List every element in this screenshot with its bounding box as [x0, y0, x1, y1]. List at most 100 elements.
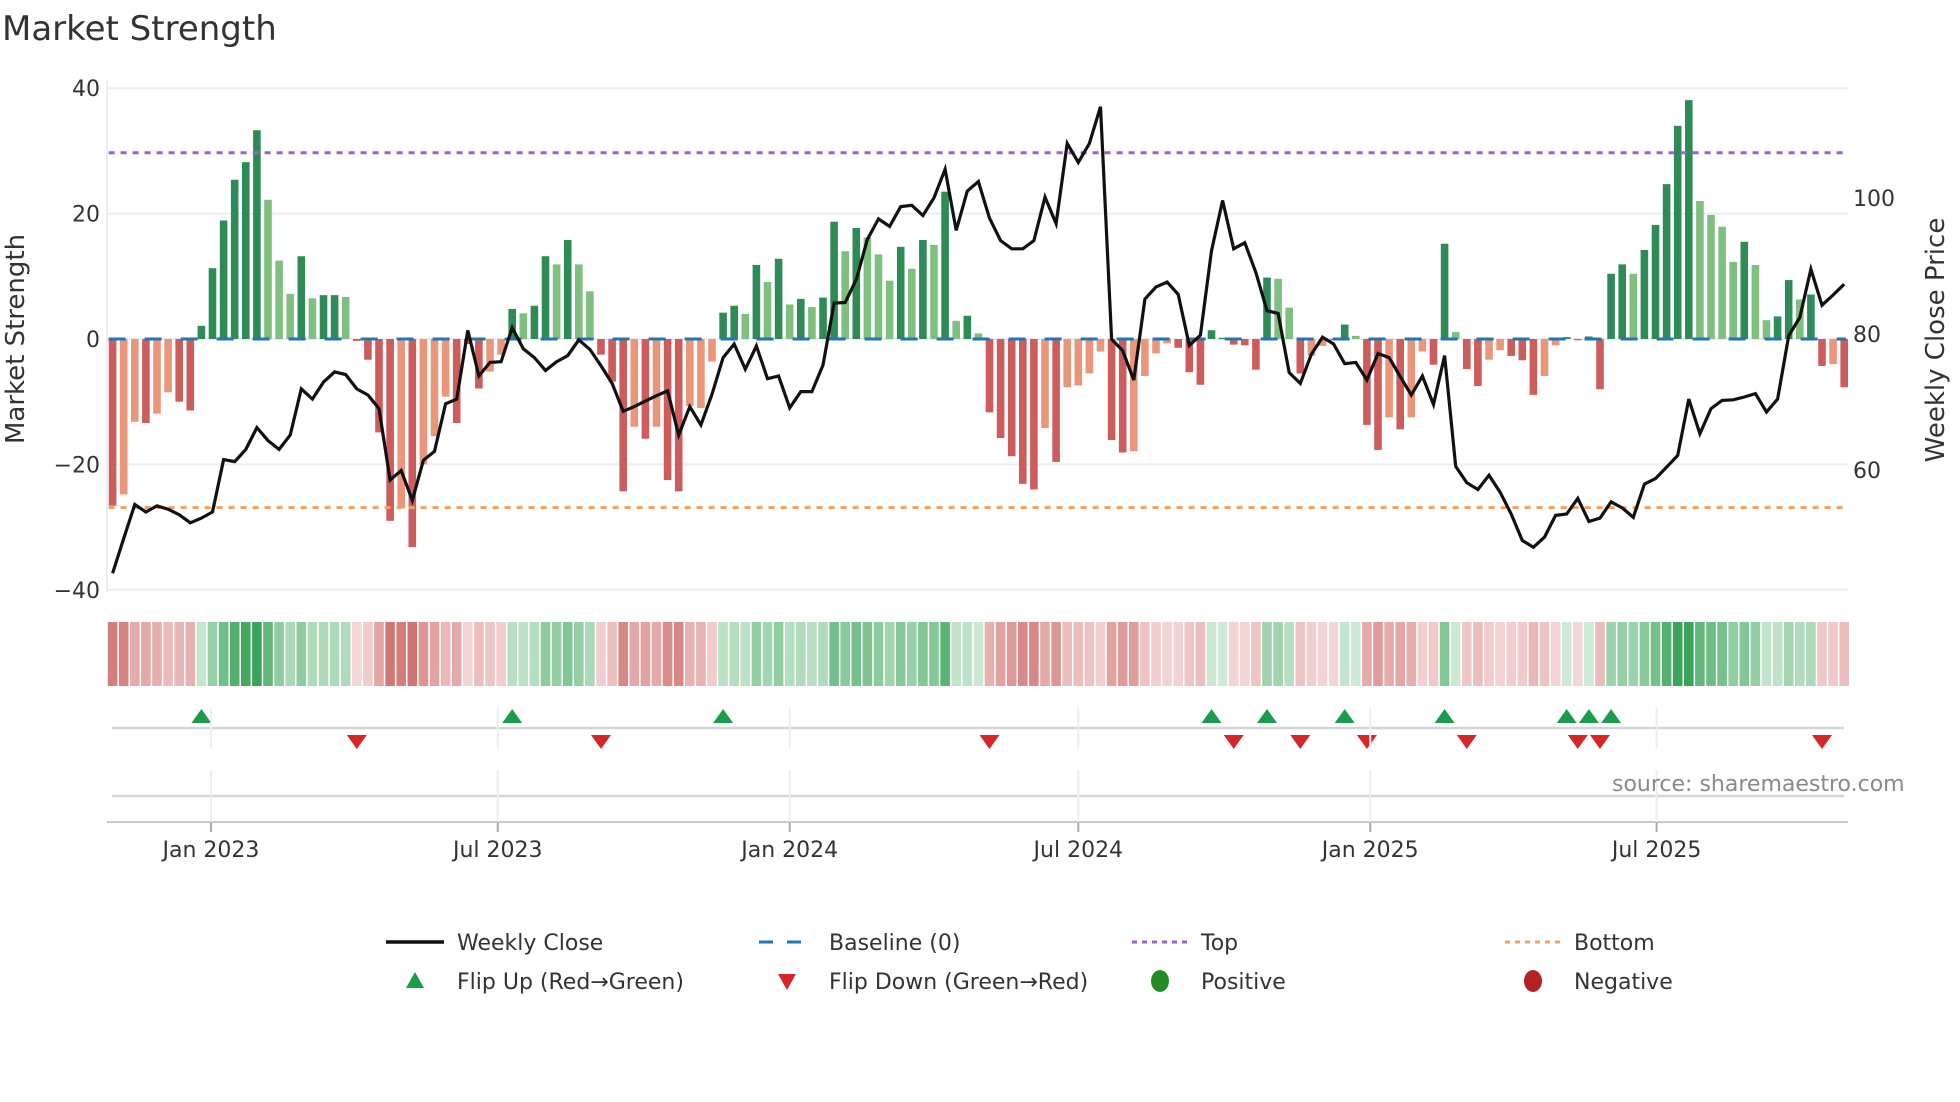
- strip-cell: [1795, 622, 1805, 686]
- strip-cell: [296, 622, 307, 686]
- flip-down-marker: [1223, 735, 1244, 749]
- positive-bar: [264, 199, 272, 339]
- strip-cell: [1595, 622, 1605, 686]
- positive-bar: [1751, 265, 1760, 339]
- strip-cell: [1817, 622, 1827, 686]
- strip-cell: [474, 622, 484, 686]
- positive-bar: [1640, 249, 1649, 339]
- strip-cell: [629, 622, 640, 686]
- strip-cell: [596, 622, 606, 686]
- strip-cell: [1717, 622, 1727, 686]
- y-axis-left: 40 20 0 −20 −40: [54, 77, 100, 604]
- negative-bar: [1063, 339, 1071, 388]
- negative-bar: [1074, 339, 1083, 386]
- strip-cell: [1761, 622, 1772, 686]
- strip-cell: [407, 622, 418, 686]
- negative-bar: [996, 339, 1005, 439]
- strip-cell: [873, 622, 884, 686]
- negative-bar: [1474, 339, 1482, 387]
- strip-cell: [1073, 622, 1084, 686]
- strip-cell: [829, 622, 839, 686]
- positive-bar: [797, 298, 805, 339]
- strip-cell: [895, 622, 906, 686]
- x-axis: Jan 2023 Jul 2023 Jan 2024 Jul 2024 Jan 2025…: [107, 708, 1848, 863]
- strip-cell: [1484, 622, 1494, 686]
- strip-cell: [451, 622, 462, 686]
- positive-bar: [1607, 273, 1615, 339]
- strip-cell: [1439, 622, 1450, 686]
- flip-up-marker: [713, 709, 734, 723]
- flip-down-marker: [1590, 735, 1610, 749]
- strip-cell: [385, 622, 395, 686]
- positive-bar: [230, 179, 239, 339]
- negative-bar: [364, 339, 372, 360]
- negative-bar: [164, 339, 172, 393]
- flip-up-marker: [1556, 709, 1577, 723]
- x-tick-label: Jan 2025: [1320, 838, 1419, 863]
- strip-cell: [1384, 622, 1394, 686]
- positive-bar: [763, 281, 772, 339]
- strip-cell: [1140, 622, 1150, 686]
- strip-cell: [1228, 622, 1239, 686]
- negative-bar: [153, 339, 161, 414]
- legend-label: Weekly Close: [457, 931, 603, 956]
- legend-label: Flip Up (Red→Green): [457, 970, 684, 995]
- negative-bar: [652, 339, 661, 427]
- positive-bar: [852, 228, 861, 339]
- strip-cell: [1129, 622, 1139, 686]
- negative-bar: [1818, 339, 1826, 366]
- strip-cell: [1395, 622, 1405, 686]
- negative-bar: [386, 339, 394, 521]
- legend-label: Flip Down (Green→Red): [829, 970, 1088, 995]
- strip-cell: [618, 622, 628, 686]
- strip-cell: [973, 622, 984, 686]
- positive-bar: [1651, 224, 1660, 339]
- strip-cell: [218, 622, 229, 686]
- positive-bar: [508, 308, 516, 339]
- negative-bar: [641, 339, 650, 439]
- positive-bar: [808, 307, 816, 339]
- negative-bar: [1085, 339, 1094, 374]
- positive-bar: [1340, 324, 1349, 339]
- strip-cell: [418, 622, 429, 686]
- strip-cell: [1473, 622, 1483, 686]
- positive-bar: [1762, 320, 1771, 339]
- strip-cell: [962, 622, 973, 686]
- strip-cell: [918, 622, 928, 686]
- positive-bar: [586, 291, 594, 339]
- strip-cell: [1706, 622, 1716, 686]
- y-axis-label: Market Strength: [1, 234, 31, 444]
- y-axis-right: 100 80 60: [1853, 187, 1895, 484]
- negative-bar: [1318, 339, 1327, 346]
- strip-cell: [274, 622, 284, 686]
- positive-bar: [1707, 214, 1715, 339]
- strip-cell: [707, 622, 717, 686]
- positive-bar: [1662, 184, 1671, 339]
- strip-cell: [718, 622, 728, 686]
- strip-cell: [562, 622, 573, 686]
- legend-triangle-up-icon: [406, 972, 424, 988]
- strip-cell: [1117, 622, 1128, 686]
- strip-cell: [1095, 622, 1106, 686]
- positive-bar: [197, 325, 206, 339]
- positive-bar: [1696, 201, 1704, 339]
- strip-cell: [1550, 622, 1561, 686]
- negative-bar: [397, 339, 405, 509]
- strip-cell: [1462, 622, 1472, 686]
- weekly-close-line-group: [111, 106, 1846, 574]
- strip-cell: [1617, 622, 1627, 686]
- y2-tick-label: 60: [1853, 459, 1881, 484]
- negative-bar: [1396, 339, 1404, 430]
- strip-cell: [818, 622, 828, 686]
- positive-bar: [952, 320, 960, 339]
- strip-cell: [940, 622, 950, 686]
- positive-bar: [1274, 278, 1282, 339]
- strip-cell: [1351, 622, 1361, 686]
- strip-cell: [740, 622, 751, 686]
- flip-down-marker: [346, 735, 367, 749]
- strip-cell: [1406, 622, 1417, 686]
- flip-up-marker: [1201, 709, 1222, 723]
- negative-bar: [630, 339, 639, 427]
- positive-bar: [741, 313, 750, 339]
- strip-cell: [1306, 622, 1317, 686]
